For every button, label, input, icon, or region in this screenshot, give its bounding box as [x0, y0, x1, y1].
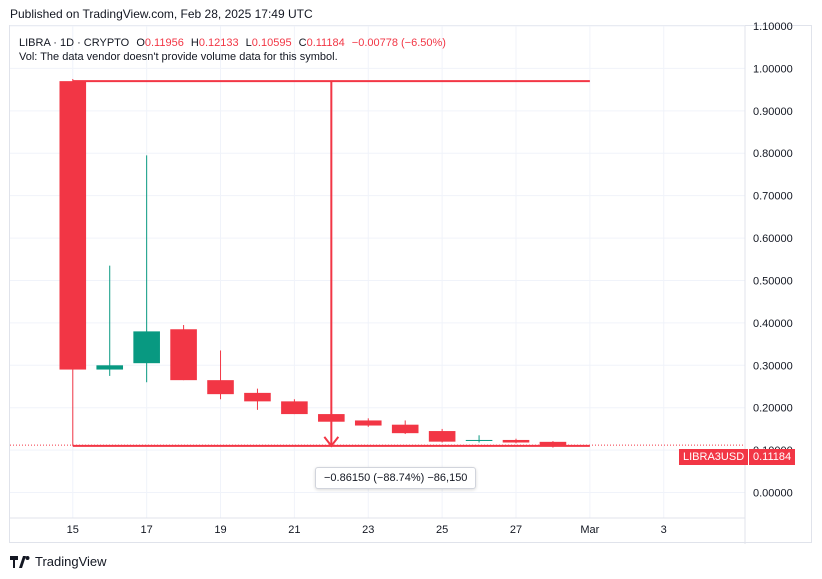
legend-change: −0.00778 (−6.50%): [351, 37, 446, 49]
footer-brand[interactable]: TradingView: [10, 554, 107, 569]
x-tick-label: 17: [141, 524, 153, 536]
y-tick-label: 0.20000: [753, 403, 793, 415]
candle-body: [391, 424, 419, 434]
x-tick-label: 23: [362, 524, 374, 536]
x-tick-label: 3: [661, 524, 667, 536]
legend-high-label: H: [190, 37, 199, 49]
legend-low-label: L: [245, 37, 252, 49]
ohlc-legend: LIBRA · 1D · CRYPTO O0.11956 H0.12133 L0…: [19, 35, 446, 51]
legend-high-value: 0.12133: [198, 37, 239, 49]
candle-body: [539, 441, 567, 446]
legend-close-label: C: [298, 37, 307, 49]
y-tick-label: 0.40000: [753, 318, 793, 330]
x-tick-label: 21: [288, 524, 300, 536]
volume-notice: Vol: The data vendor doesn't provide vol…: [19, 51, 338, 63]
y-tick-label: 0.90000: [753, 106, 793, 118]
y-tick-label: 0.00000: [753, 488, 793, 500]
candle-body: [354, 420, 382, 426]
measure-tooltip: −0.86150 (−88.74%) −86,150: [315, 467, 477, 489]
x-tick-label: 27: [510, 524, 522, 536]
candle-body: [465, 439, 493, 441]
footer-brand-label: TradingView: [35, 554, 107, 569]
y-tick-label: 1.10000: [753, 21, 793, 33]
y-tick-label: 0.50000: [753, 275, 793, 287]
y-tick-label: 0.30000: [753, 360, 793, 372]
price-tag-symbol: LIBRA3USD: [679, 449, 749, 465]
candle-body: [96, 365, 124, 370]
price-tag-value: 0.11184: [749, 449, 796, 465]
y-tick-label: 0.60000: [753, 233, 793, 245]
x-tick-label: 15: [67, 524, 79, 536]
legend-open-value: 0.11956: [144, 37, 184, 49]
candle-body: [244, 392, 271, 402]
x-tick-label: Mar: [580, 524, 599, 536]
legend-symbol: LIBRA · 1D · CRYPTO: [19, 37, 130, 49]
candle-body: [59, 81, 87, 370]
candle-body: [281, 401, 308, 415]
y-tick-label: 0.70000: [753, 191, 793, 203]
x-tick-label: 25: [436, 524, 448, 536]
candle-body: [207, 380, 234, 395]
candle-body: [428, 431, 456, 442]
candle-body: [170, 329, 197, 381]
tradingview-logo-icon: [10, 555, 30, 568]
candle-body: [502, 439, 530, 443]
legend-close-value: 0.11184: [306, 37, 345, 49]
legend-open-label: O: [136, 37, 145, 49]
x-tick-label: 19: [214, 524, 226, 536]
legend-low-value: 0.10595: [251, 37, 292, 49]
measure-arrow-icon: [323, 436, 340, 448]
candle-body: [133, 331, 160, 364]
y-tick-label: 0.80000: [753, 148, 793, 160]
y-tick-label: 1.00000: [753, 63, 793, 75]
published-text: Published on TradingView.com, Feb 28, 20…: [10, 7, 313, 21]
